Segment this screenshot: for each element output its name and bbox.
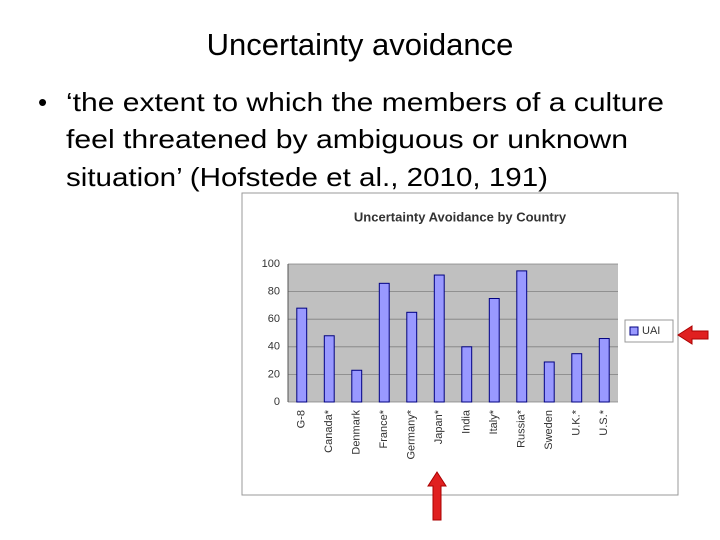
x-tick-label: India [461,409,473,434]
y-tick-label: 0 [274,396,280,408]
plot-area [288,264,618,402]
bar [543,361,555,403]
bar [378,282,390,403]
x-tick-label: Japan* [433,409,445,444]
y-tick-label: 100 [262,258,280,270]
bar [406,311,418,403]
x-tick-label: France* [378,409,390,448]
x-tick-label: Italy* [488,409,500,434]
bullet-line: ‘the extent to which the members of a cu… [66,87,664,117]
bar [516,270,528,403]
bar [433,274,445,403]
bullet-marker: • [38,87,47,117]
x-tick-label: U.K.* [571,409,583,435]
x-tick-label: Canada* [323,409,335,453]
legend-box [624,319,674,343]
legend-swatch [629,326,639,336]
slide-title: Uncertainty avoidance [207,27,514,62]
legend-label: UAI [642,325,660,337]
arrow [677,325,709,345]
x-tick-label: U.S.* [598,409,610,435]
bar [323,335,335,403]
arrow [427,471,447,521]
x-tick-label: Sweden [543,410,555,450]
y-tick-label: 60 [268,313,280,325]
bar [571,353,583,403]
x-tick-label: Denmark [351,410,363,455]
y-tick-label: 80 [268,286,280,298]
bar [461,346,473,403]
chart-title: Uncertainty Avoidance by Country [354,209,567,224]
bar [488,298,500,403]
x-tick-label: Russia* [516,409,528,448]
bar [296,307,308,403]
y-tick-label: 20 [268,368,280,380]
bullet-line: feel threatened by ambiguous or unknown [66,124,628,154]
x-tick-label: Germany* [406,409,418,459]
bullet-line: situation’ (Hofstede et al., 2010, 191) [66,162,548,192]
y-tick-label: 40 [268,341,280,353]
x-tick-label: G-8 [296,410,308,428]
bar [351,369,363,403]
bar [598,338,610,403]
